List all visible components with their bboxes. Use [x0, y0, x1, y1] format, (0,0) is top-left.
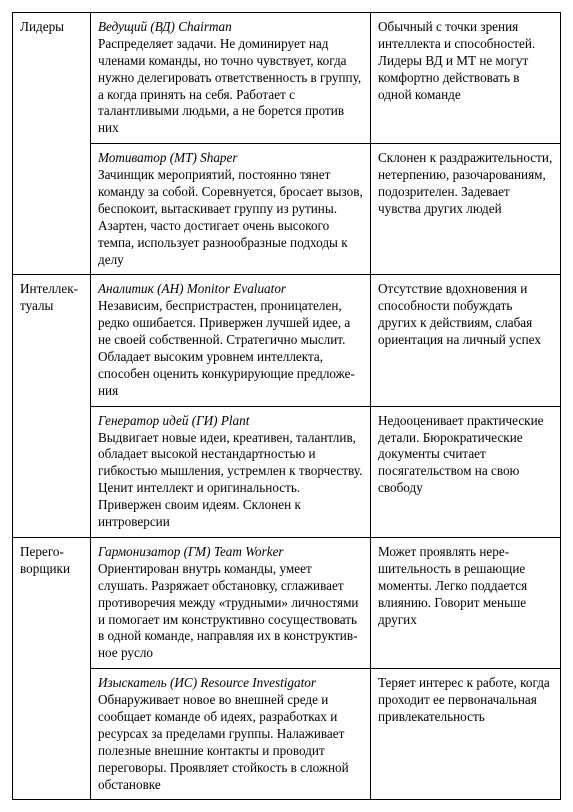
category-cell: Перего­ворщики	[13, 537, 91, 799]
role-description-cell: Мотиватор (МТ) Shaper Зачинщик мероприяти…	[91, 144, 371, 275]
role-description-cell: Аналитик (АН) Monitor Evaluator Независим…	[91, 275, 371, 406]
role-weakness-cell: Отсутствие вдохновения и способности поб…	[371, 275, 561, 406]
role-description: Обнаруживает новое во внешней сре­де и с…	[98, 692, 349, 791]
role-weakness-cell: Теряет интерес к работе, когда проходит …	[371, 669, 561, 800]
role-description: Выдвигает новые идеи, креативен, талантл…	[98, 430, 362, 529]
role-title: Аналитик (АН) Monitor Evaluator	[98, 281, 286, 296]
role-description-cell: Генератор идей (ГИ) Plant Выдвигает новые…	[91, 406, 371, 537]
category-cell: Лидеры	[13, 13, 91, 275]
role-title: Изыскатель (ИС) Resource Investigator	[98, 675, 316, 690]
table-row: Интеллек­туалыАналитик (АН) Monitor Eval…	[13, 275, 561, 406]
role-weakness-cell: Может проявлять нере­шительность в решаю…	[371, 537, 561, 668]
role-description-cell: Изыскатель (ИС) Resource Investigator Обн…	[91, 669, 371, 800]
role-description: Независим, беспристрастен, проница­телен…	[98, 298, 355, 397]
category-cell: Интеллек­туалы	[13, 275, 91, 537]
role-title: Гармонизатор (ГМ) Team Worker	[98, 544, 284, 559]
role-description-cell: Ведущий (ВД) Chairman Распределяет задачи…	[91, 13, 371, 144]
role-weakness-cell: Обычный с точки зрения интеллекта и спос…	[371, 13, 561, 144]
role-title: Ведущий (ВД) Chairman	[98, 19, 232, 34]
table-row: ЛидерыВедущий (ВД) ChairmanРаспределяет …	[13, 13, 561, 144]
table-row: Генератор идей (ГИ) Plant Выдвигает новые…	[13, 406, 561, 537]
role-weakness-cell: Склонен к раздражитель­ности, нетерпению…	[371, 144, 561, 275]
role-description: Зачинщик мероприятий, постоянно тянет ко…	[98, 167, 363, 266]
table-row: Мотиватор (МТ) Shaper Зачинщик мероприяти…	[13, 144, 561, 275]
table-row: Изыскатель (ИС) Resource Investigator Обн…	[13, 669, 561, 800]
role-description: Распределяет задачи. Не доминирует над ч…	[98, 36, 361, 135]
role-title: Генератор идей (ГИ) Plant	[98, 413, 249, 428]
roles-table: Лидеры Ведущий (ВД) Chairman Распределяет …	[12, 12, 561, 800]
role-description-cell: Гармонизатор (ГМ) Team Worker Ориентирова…	[91, 537, 371, 668]
role-title: Мотиватор (МТ) Shaper	[98, 150, 238, 165]
table-row: Перего­ворщикиГармонизатор (ГМ) Team Wor…	[13, 537, 561, 668]
role-description: Ориентирован внутрь команды, умеет слуша…	[98, 561, 358, 660]
role-weakness-cell: Недооценивает прак­тические детали. Бюро…	[371, 406, 561, 537]
